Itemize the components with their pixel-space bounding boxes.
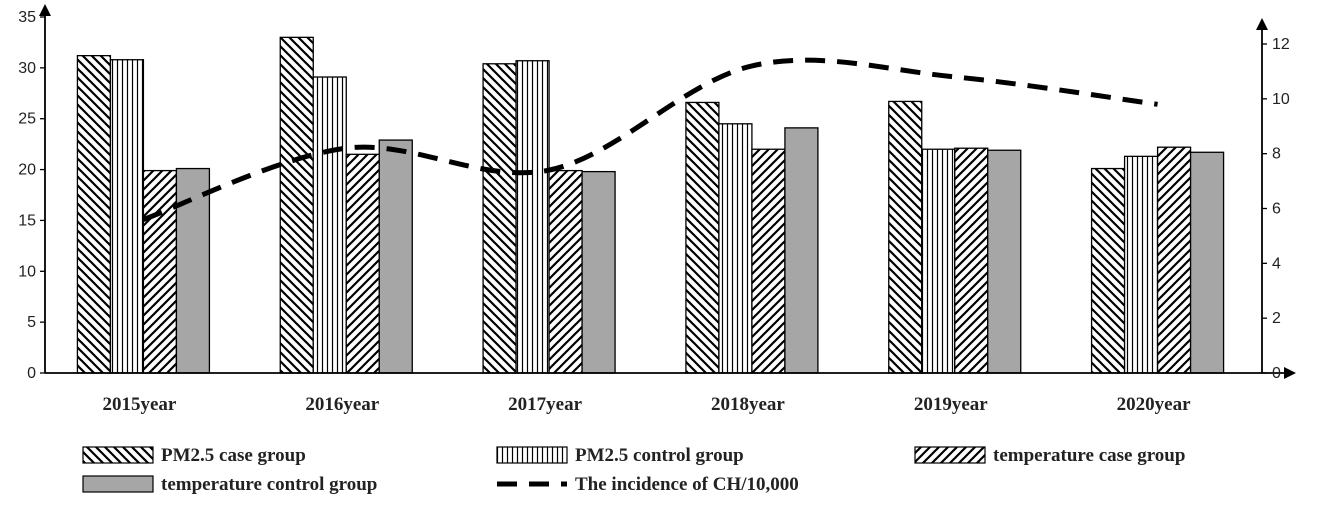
x-tick-label-1: 2016year <box>305 394 379 415</box>
bar-3-4 <box>987 149 1022 374</box>
y-right-tick-label-2: 4 <box>1272 255 1281 272</box>
bar-3-3 <box>784 127 819 374</box>
legend-label-2: temperature case group <box>993 445 1185 466</box>
x-tick-label-2: 2017year <box>508 394 582 415</box>
legend-swatch-0 <box>82 446 154 464</box>
y-left-tick-label-5: 25 <box>18 111 36 128</box>
y-left-tick-label-6: 30 <box>18 60 36 77</box>
legend-layer: PM2.5 case group PM2.5 control group tempe… <box>82 445 1185 495</box>
bar-1-1 <box>312 76 347 374</box>
bar-2-2 <box>548 169 583 374</box>
y-right-tick-label-5: 10 <box>1272 91 1290 108</box>
y-right-tick-label-0: 0 <box>1272 365 1281 382</box>
x-tick-label-0: 2015year <box>102 394 176 415</box>
bar-2-3 <box>751 148 786 374</box>
line-layer <box>142 57 1158 222</box>
bar-3-2 <box>581 170 616 374</box>
y-right-tick-label-4: 8 <box>1272 146 1281 163</box>
bar-0-0 <box>76 55 112 374</box>
y-left-tick-label-4: 20 <box>18 162 36 179</box>
y-right-tick-label-1: 2 <box>1272 310 1281 327</box>
bar-3-1 <box>378 139 413 374</box>
bar-1-3 <box>718 123 753 374</box>
y-right-tick-label-6: 12 <box>1272 36 1290 53</box>
x-tick-label-5: 2020year <box>1117 394 1191 415</box>
series-line-0 <box>142 57 1158 222</box>
bar-1-0 <box>109 59 145 374</box>
bar-3-0 <box>175 167 211 374</box>
legend-label-3: temperature control group <box>161 474 377 495</box>
y-left-tick-label-1: 5 <box>27 314 36 331</box>
bar-0-5 <box>1090 167 1126 374</box>
bar-0-4 <box>888 100 923 374</box>
bar-2-0 <box>142 169 178 374</box>
bar-1-2 <box>515 60 550 374</box>
legend-swatch-2 <box>914 446 986 464</box>
legend-swatch-1 <box>496 446 568 464</box>
legend-label-4: The incidence of CH/10,000 <box>575 474 799 495</box>
bar-2-4 <box>954 147 989 374</box>
y-left-tick-label-2: 10 <box>18 263 36 280</box>
legend-label-1: PM2.5 control group <box>575 445 744 466</box>
legend-swatch-3 <box>82 475 154 493</box>
legend-label-0: PM2.5 case group <box>161 445 306 466</box>
bar-3-5 <box>1189 151 1225 374</box>
y-right-tick-label-3: 6 <box>1272 201 1281 218</box>
axes-layer: 0 5 10 15 20 25 30 35 0 2 4 6 8 10 12 2015year 2016year 2… <box>18 4 1296 415</box>
y-left-tick-label-0: 0 <box>27 365 36 382</box>
bar-1-4 <box>921 148 956 374</box>
bar-0-2 <box>482 63 517 374</box>
y-left-tick-label-7: 35 <box>18 9 36 26</box>
bar-0-3 <box>685 101 720 374</box>
y-left-tick-label-3: 15 <box>18 212 36 229</box>
bar-2-5 <box>1156 146 1192 374</box>
bars-layer <box>76 36 1225 374</box>
x-tick-label-4: 2019year <box>914 394 988 415</box>
bar-2-1 <box>345 153 380 374</box>
bar-0-1 <box>279 36 314 374</box>
bar-1-5 <box>1123 155 1159 374</box>
x-tick-label-3: 2018year <box>711 394 785 415</box>
